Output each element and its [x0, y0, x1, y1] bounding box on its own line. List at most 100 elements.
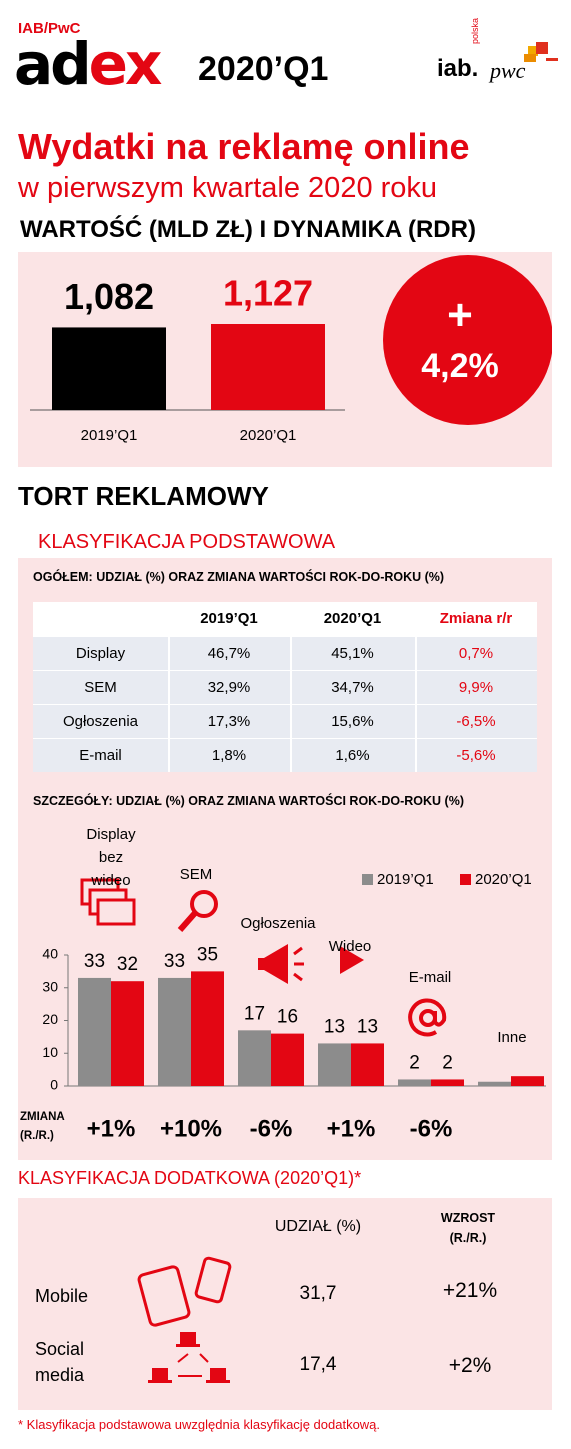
change-title: ZMIANA (R./R.) [20, 1111, 65, 1142]
value-label: 2 [442, 1052, 453, 1073]
change-label: -6% [410, 1115, 453, 1142]
table-header: 2019’Q1 [200, 610, 258, 627]
category-label: 2020’Q1 [240, 427, 297, 444]
share-value: 31,7 [299, 1283, 337, 1304]
bar [111, 981, 144, 1086]
y-tick-label: 40 [42, 946, 58, 962]
y-tick-label: 30 [42, 978, 58, 994]
table: 2019’Q1 2020’Q1 Zmiana r/r Display 46,7% 45,1… [33, 602, 537, 772]
value-label: 2 [409, 1052, 420, 1073]
table-divider [168, 602, 170, 772]
detail-chart: 0 10 20 30 40 33 32 +1% 33 35 +10% 17 16 -6% 13 13 +1% 2 2… [42, 871, 546, 1142]
table-cell: 0,7% [415, 636, 537, 671]
value-label: 32 [117, 954, 138, 975]
bar [318, 1043, 351, 1086]
y-tick-label: 0 [50, 1077, 58, 1093]
value-label: 17 [244, 1003, 265, 1024]
pie-heading: TORT REKLAMOWY [18, 481, 269, 511]
legend-label: 2019’Q1 [377, 871, 434, 888]
email-icon [408, 998, 447, 1037]
video-icon [340, 946, 364, 974]
table-header: 2020’Q1 [323, 610, 382, 627]
table-cell: -6,5% [415, 704, 537, 739]
detail-title: SZCZEGÓŁY: UDZIAŁ (%) ORAZ ZMIANA WARTOŚ… [33, 794, 464, 808]
device-icons [137, 1256, 232, 1383]
legend-swatch [460, 874, 471, 885]
table-cell: E-mail [33, 738, 168, 773]
bar [271, 1033, 304, 1086]
bar [351, 1043, 384, 1086]
footnote: * Klasyfikacja podstawowa uwzględnia kla… [18, 1417, 381, 1432]
subtitle: w pierwszym kwartale 2020 roku [18, 172, 438, 204]
logo-iab: iab. [437, 55, 479, 82]
table-cell: 34,7% [290, 670, 415, 705]
change-label: -6% [250, 1115, 293, 1142]
title: Wydatki na reklamę online [18, 126, 470, 167]
table-cell: Display [33, 636, 168, 671]
change-label: +1% [87, 1115, 136, 1142]
extra-box [18, 1198, 552, 1410]
bar [52, 327, 166, 410]
category-label: SEM [179, 866, 213, 883]
y-tick-label: 20 [42, 1011, 58, 1027]
category-label: Inne [497, 1029, 527, 1046]
period: 2020’Q1 [198, 50, 329, 88]
table-cell: SEM [33, 670, 168, 705]
logo-ad: ad [14, 30, 92, 98]
value-label: 33 [84, 951, 105, 972]
table-cell: Ogłoszenia [33, 704, 168, 739]
bar [238, 1030, 271, 1086]
change-label: +1% [327, 1115, 376, 1142]
value-label: 13 [324, 1016, 345, 1037]
bar [398, 1079, 431, 1086]
table-cell: 1,6% [290, 738, 415, 773]
bar [511, 1076, 544, 1086]
legend-swatch [362, 874, 373, 885]
change-label: +10% [160, 1115, 222, 1142]
logo: adex [14, 34, 162, 94]
extra-heading: KLASYFIKACJA DODATKOWA (2020’Q1)* [18, 1168, 362, 1188]
value-label: 1,127 [223, 273, 313, 314]
bar [211, 324, 325, 410]
logo-ex: ex [88, 30, 163, 98]
bar [78, 977, 111, 1086]
value-chart: 1,082 2019’Q1 1,127 2020’Q1 +4,2% [30, 255, 552, 444]
value-label: 13 [357, 1016, 378, 1037]
table-divider [415, 602, 417, 772]
bar [478, 1081, 511, 1086]
table-cell: 17,3% [168, 704, 290, 739]
bar [431, 1079, 464, 1086]
table-cell: -5,6% [415, 738, 537, 773]
value-label: 16 [277, 1007, 298, 1028]
legend-label: 2020’Q1 [475, 871, 532, 888]
brand: IAB/PwC [18, 20, 81, 37]
search-icon [177, 890, 218, 932]
table-header-row [33, 602, 537, 636]
category-label: Ogłoszenia [240, 915, 316, 932]
growth-value: +2% [448, 1354, 492, 1377]
table-header: Zmiana r/r [439, 610, 513, 627]
basic-heading: KLASYFIKACJA PODSTAWOWA [38, 531, 336, 553]
value-heading: WARTOŚĆ (MLD ZŁ) I DYNAMIKA (RDR) [20, 216, 476, 243]
category-label: 2019’Q1 [81, 427, 138, 444]
table-cell: 9,9% [415, 670, 537, 705]
growth-label: 4,2% [421, 347, 499, 385]
category-label: E-mail [408, 969, 452, 986]
growth-value: +21% [442, 1279, 498, 1302]
table-cell: 32,9% [168, 670, 290, 705]
table-title: OGÓŁEM: UDZIAŁ (%) ORAZ ZMIANA WARTOŚCI … [33, 570, 445, 584]
table-divider [290, 602, 292, 772]
table-cell: 46,7% [168, 636, 290, 671]
y-tick-label: 10 [42, 1044, 58, 1060]
bar [158, 977, 191, 1086]
row-label: Mobile [35, 1286, 89, 1306]
category-label: Wideo [328, 938, 372, 955]
logo-pwc: pwc [490, 58, 526, 83]
display-icon [80, 878, 136, 926]
value-label: 1,082 [64, 276, 154, 317]
logo-polska: polska [470, 17, 480, 44]
share-value: 17,4 [299, 1354, 337, 1375]
value-label: 33 [164, 951, 185, 972]
bar [191, 971, 224, 1086]
